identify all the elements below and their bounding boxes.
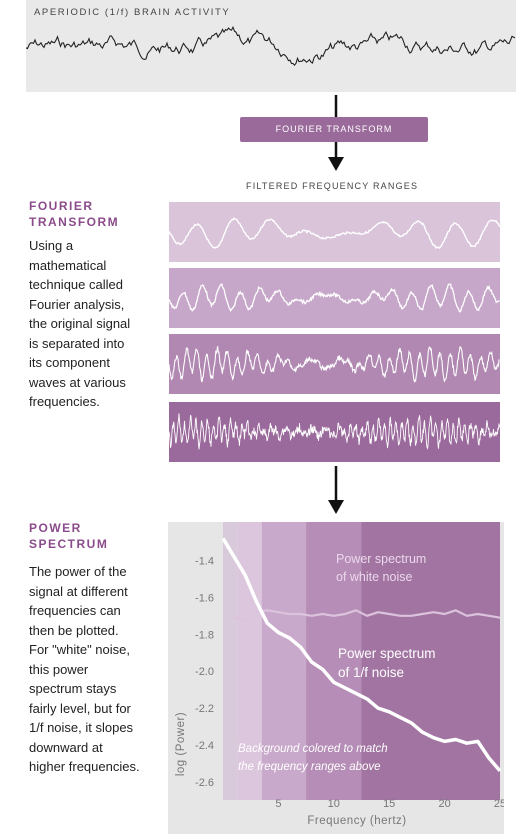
frequency-band bbox=[306, 522, 362, 800]
wave-band-mid-high bbox=[168, 334, 500, 394]
body-line: fairly level, but for bbox=[29, 700, 131, 716]
filtered-ranges-label: FILTERED FREQUENCY RANGES bbox=[246, 181, 419, 191]
body-line: For "white" noise, bbox=[29, 642, 130, 657]
power-title-line: POWER bbox=[29, 521, 82, 535]
white-noise-label: Power spectrum bbox=[336, 552, 426, 566]
y-tick-label: -2.0 bbox=[195, 666, 214, 678]
raw-signal-waveform bbox=[26, 25, 516, 67]
body-line: the original signal bbox=[29, 316, 131, 331]
body-line: its component bbox=[29, 355, 110, 370]
frequency-band bbox=[361, 522, 500, 800]
pink-noise-label: of 1/f noise bbox=[338, 665, 404, 680]
fourier-section-title: FOURIER TRANSFORM bbox=[29, 198, 149, 230]
power-section-title: POWER SPECTRUM bbox=[29, 520, 149, 552]
white-noise-label: of white noise bbox=[336, 570, 412, 584]
fourier-title-line: FOURIER bbox=[29, 199, 94, 213]
body-line: then be plotted. bbox=[29, 622, 119, 638]
x-tick-label: 20 bbox=[438, 798, 450, 810]
x-tick-label: 15 bbox=[383, 798, 395, 810]
body-line: is separated into bbox=[29, 335, 125, 351]
power-section-body: The power of the signal at different fre… bbox=[29, 562, 159, 777]
body-line: spectrum stays bbox=[29, 681, 117, 696]
white-noise-series-line bbox=[233, 609, 501, 623]
body-line: frequencies. bbox=[29, 394, 100, 409]
fourier-title-line: TRANSFORM bbox=[29, 215, 120, 229]
body-line: signal at different bbox=[29, 583, 128, 599]
y-tick-label: -2.6 bbox=[195, 777, 214, 789]
y-tick-label: -2.2 bbox=[195, 703, 214, 715]
body-line: mathematical bbox=[29, 257, 107, 273]
y-axis-title: log (Power) bbox=[175, 712, 187, 776]
background-note: the frequency ranges above bbox=[238, 761, 381, 773]
raw-signal-panel: APERIODIC (1/f) BRAIN ACTIVITY bbox=[26, 0, 516, 92]
wave-band-mid-low bbox=[168, 268, 500, 328]
y-tick-label: -2.4 bbox=[195, 740, 214, 752]
body-line: waves at various bbox=[29, 374, 126, 390]
frequency-band bbox=[237, 522, 262, 800]
body-line: Fourier analysis, bbox=[29, 296, 125, 312]
fourier-transform-label: FOURIER TRANSFORM bbox=[240, 117, 428, 142]
frequency-band bbox=[223, 522, 238, 800]
pink-noise-label: Power spectrum bbox=[338, 646, 436, 661]
frequency-band bbox=[261, 522, 307, 800]
body-line: 1/f noise, it slopes bbox=[29, 720, 134, 735]
x-tick-label: 25 bbox=[494, 798, 504, 810]
body-line: downward at bbox=[29, 739, 103, 755]
body-line: The power of the bbox=[29, 564, 127, 579]
power-spectrum-chart: -1.4 -1.6 -1.8 -2.0 -2.2 -2.4 -2.6 5 10 15 20 25 l… bbox=[168, 522, 504, 834]
x-axis-title: Frequency (hertz) bbox=[307, 815, 406, 827]
power-title-line: SPECTRUM bbox=[29, 537, 109, 551]
body-line: higher frequencies. bbox=[29, 759, 140, 774]
down-arrow-icon bbox=[328, 466, 344, 514]
raw-signal-title: APERIODIC (1/f) BRAIN ACTIVITY bbox=[34, 7, 231, 18]
y-tick-label: -1.4 bbox=[195, 555, 214, 567]
background-note: Background colored to match bbox=[238, 743, 388, 755]
y-tick-label: -1.8 bbox=[195, 629, 214, 641]
body-line: technique called bbox=[29, 277, 123, 292]
fourier-section-body: Using a mathematical technique called Fo… bbox=[29, 236, 154, 412]
wave-band-low bbox=[168, 202, 501, 262]
wave-band-high bbox=[168, 402, 500, 462]
pink-noise-series-line bbox=[221, 537, 502, 773]
x-tick-label: 10 bbox=[328, 798, 340, 810]
y-tick-label: -1.6 bbox=[195, 592, 214, 604]
body-line: this power bbox=[29, 661, 89, 677]
x-tick-label: 5 bbox=[275, 798, 281, 810]
body-line: Using a bbox=[29, 238, 74, 253]
body-line: frequencies can bbox=[29, 603, 121, 618]
